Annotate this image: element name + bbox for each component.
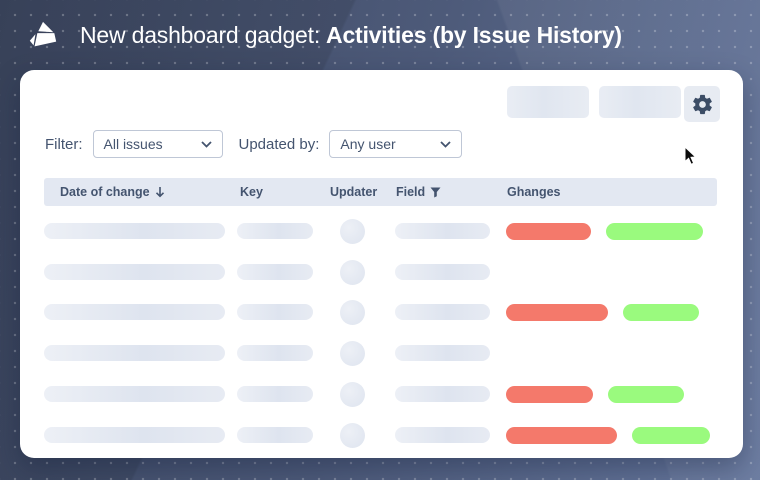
removed-value-pill [506,426,617,444]
added-value-pill [632,426,710,444]
page-title: New dashboard gadget: Activities (by Iss… [80,0,622,70]
column-label: Date of change [60,185,150,199]
gear-icon [692,94,712,114]
column-label: Field [396,185,426,199]
removed-value-pill [506,223,591,240]
filter-select-value: All issues [103,136,163,152]
column-label: Updater [330,185,378,199]
changes-cell [506,304,699,322]
skeleton-key-cell [237,345,313,362]
table-row [20,415,743,456]
title-bar: New dashboard gadget: Activities (by Iss… [0,0,760,70]
skeleton-button-2[interactable] [599,86,681,118]
skeleton-key-cell [237,304,313,321]
column-header-date-of-change[interactable]: Date of change [60,178,165,206]
changes-cell [506,426,710,444]
skeleton-field-cell [395,304,490,321]
table-row [20,292,743,333]
updater-avatar [340,381,365,407]
column-header-field[interactable]: Field [396,178,441,206]
filter-select[interactable]: All issues [92,130,223,158]
chevron-down-icon [200,140,212,148]
table-header: Date of change Key Updater Field Ghanges [44,178,717,206]
column-header-changes[interactable]: Ghanges [507,178,561,206]
table-row [20,374,743,415]
skeleton-field-cell [395,263,490,280]
updater-avatar [340,259,365,285]
settings-button[interactable] [684,86,720,122]
skeleton-key-cell [237,385,313,402]
changes-cell [506,385,684,403]
table-row [20,211,743,252]
gadget-card: Filter: All issues Updated by: Any user … [20,70,743,458]
column-label: Ghanges [507,185,561,199]
updater-avatar [340,219,365,244]
table-row [20,252,743,293]
skeleton-key-cell [237,223,313,239]
skeleton-field-cell [395,345,490,362]
skeleton-date-cell [44,426,225,443]
added-value-pill [623,304,699,322]
skeleton-field-cell [395,223,490,239]
added-value-pill [606,223,703,240]
skeleton-key-cell [237,426,313,443]
sort-descending-arrow-icon [155,187,164,198]
page-title-emphasis: Activities (by Issue History) [326,21,622,48]
removed-value-pill [506,304,608,322]
updater-avatar [340,341,365,367]
column-header-key[interactable]: Key [240,178,263,206]
filter-bar: Filter: All issues Updated by: Any user [45,129,463,159]
column-header-updater[interactable]: Updater [330,178,377,206]
updated-by-select-value: Any user [340,136,396,152]
table-row [20,333,743,374]
skeleton-date-cell [44,385,225,402]
filter-funnel-icon [430,187,441,197]
skeleton-date-cell [44,304,225,321]
app-logo-icon [29,21,57,47]
updater-avatar [340,300,365,326]
skeleton-field-cell [395,426,490,443]
updated-by-select[interactable]: Any user [329,130,463,158]
skeleton-button-1[interactable] [507,86,589,118]
page-title-prefix: New dashboard gadget: [80,21,321,48]
skeleton-key-cell [237,263,313,280]
removed-value-pill [506,385,593,403]
skeleton-date-cell [44,263,225,280]
changes-cell [506,223,703,240]
skeleton-date-cell [44,223,225,239]
added-value-pill [608,385,684,403]
chevron-down-icon [440,140,452,148]
updater-avatar [340,422,365,448]
filter-label: Filter: [45,135,83,153]
column-label: Key [240,185,263,199]
skeleton-date-cell [44,345,225,362]
updated-by-label: Updated by: [238,135,320,153]
skeleton-field-cell [395,385,490,402]
